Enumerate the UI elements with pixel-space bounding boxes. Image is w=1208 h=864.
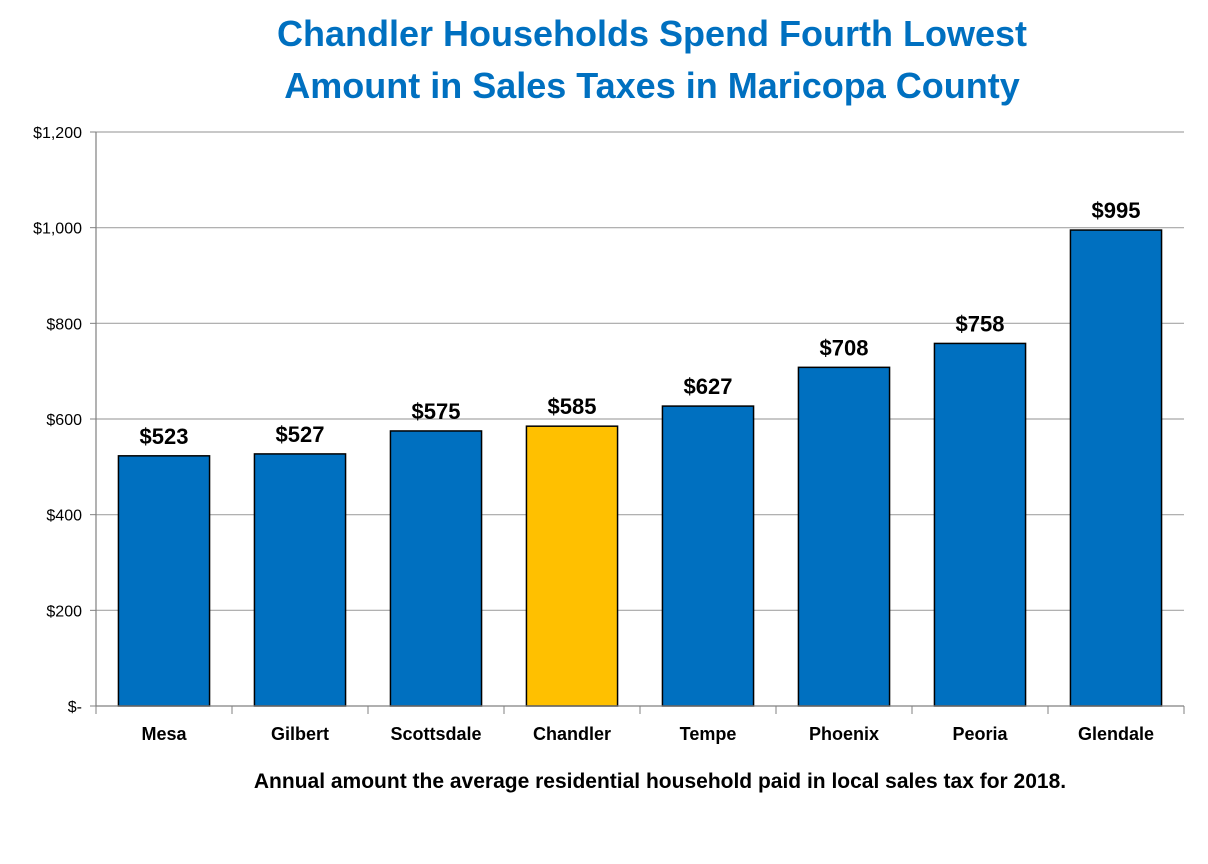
data-label-tempe: $627 (684, 374, 733, 399)
bar-glendale (1069, 229, 1163, 707)
x-tick-label-mesa: Mesa (141, 724, 187, 744)
x-tick-label-peoria: Peoria (952, 724, 1008, 744)
x-tick-label-tempe: Tempe (680, 724, 737, 744)
data-label-phoenix: $708 (820, 335, 869, 360)
x-tick-label-glendale: Glendale (1078, 724, 1154, 744)
bar-chandler (525, 425, 619, 707)
y-tick-label: $1,200 (33, 125, 82, 142)
x-tick-label-gilbert: Gilbert (271, 724, 329, 744)
bar-peoria (933, 342, 1027, 707)
bars: $523 $527 $575 $585 $627 $708 $758 $995 (117, 198, 1163, 707)
data-label-mesa: $523 (140, 424, 189, 449)
y-tick-label: $800 (46, 316, 82, 333)
x-tick-label-chandler: Chandler (533, 724, 611, 744)
bar-mesa (117, 455, 211, 707)
x-axis-label: Annual amount the average residential ho… (253, 770, 1067, 793)
bar-gilbert (253, 453, 347, 707)
y-tick-label: $1,000 (33, 221, 82, 238)
data-label-glendale: $995 (1092, 198, 1141, 223)
x-axis: Mesa Gilbert Scottsdale Chandler Tempe Phoeni… (95, 705, 1185, 744)
data-label-peoria: $758 (956, 311, 1005, 336)
y-tick-label: $600 (46, 412, 82, 429)
chart-title: Chandler Households Spend Fourth Lowest … (0, 8, 1208, 112)
y-axis: $- $200 $400 $600 $800 $1,000 $1,200 (33, 125, 97, 716)
x-tick-label-scottsdale: Scottsdale (390, 724, 481, 744)
bar-scottsdale (389, 430, 483, 707)
x-tick-label-phoenix: Phoenix (809, 724, 879, 744)
data-label-gilbert: $527 (276, 422, 325, 447)
chart-title-line-2: Amount in Sales Taxes in Maricopa County (284, 65, 1020, 106)
y-tick-label: $400 (46, 508, 82, 525)
bar-phoenix (797, 366, 891, 707)
data-label-scottsdale: $575 (412, 399, 461, 424)
chart-title-line-1: Chandler Households Spend Fourth Lowest (276, 13, 1028, 54)
y-tick-label: $- (68, 699, 82, 716)
y-tick-label: $200 (46, 603, 82, 620)
data-label-chandler: $585 (548, 394, 597, 419)
bar-tempe (661, 405, 755, 707)
